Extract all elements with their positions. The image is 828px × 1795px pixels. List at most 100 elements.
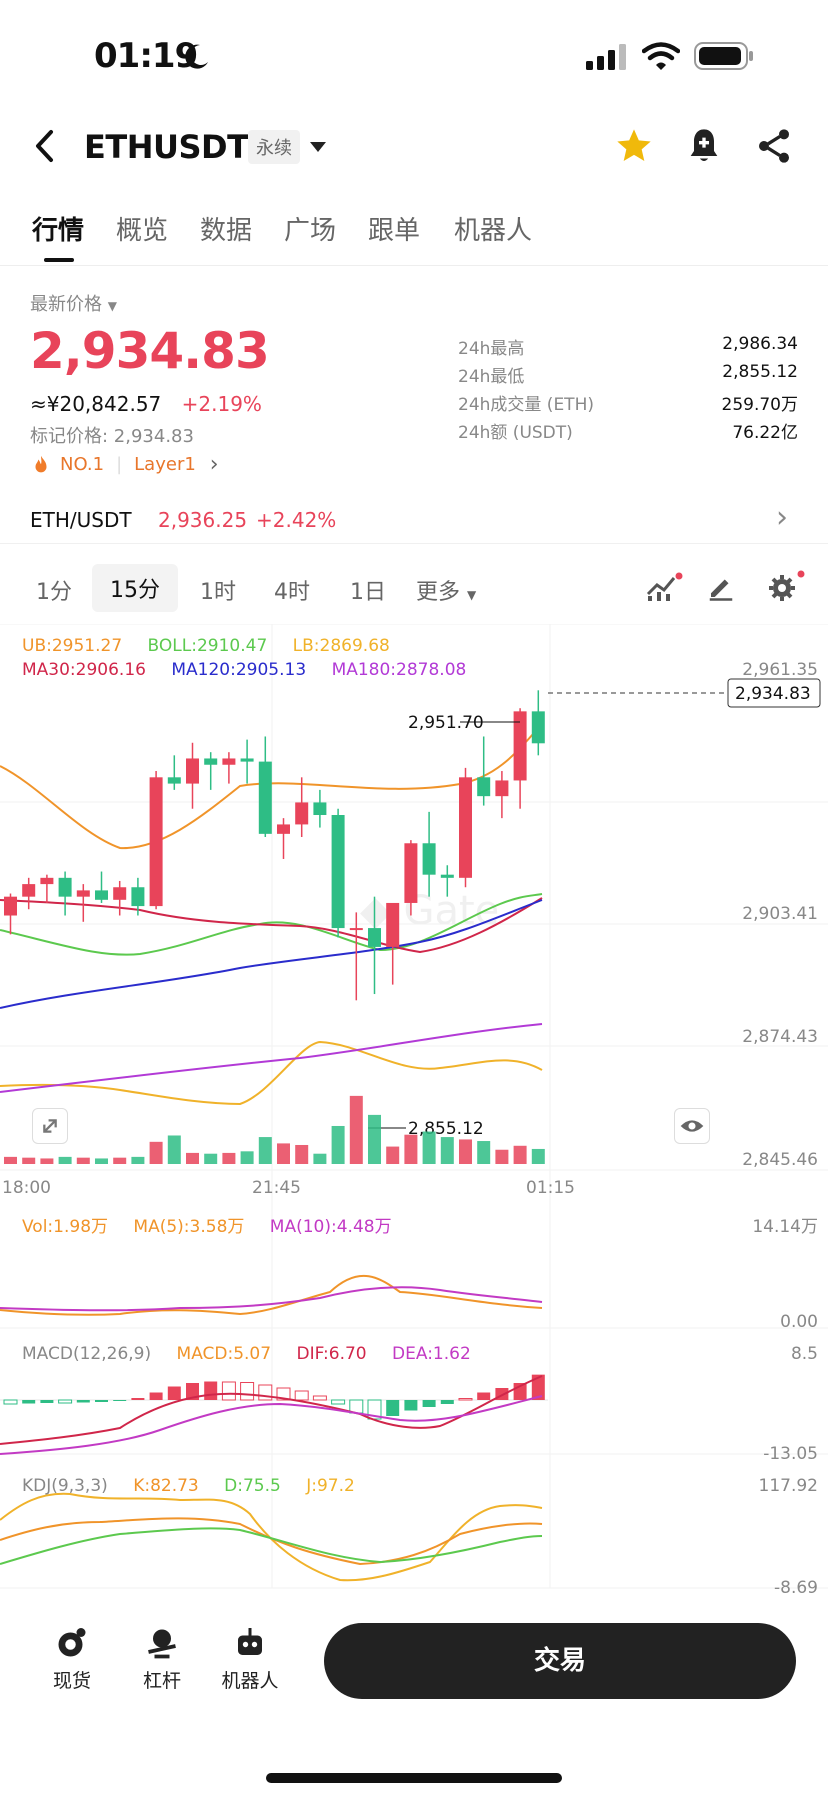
boll-mid-line — [0, 893, 543, 956]
tab-data[interactable]: 数据 — [200, 216, 253, 246]
candle-body — [258, 761, 272, 834]
candle-body — [531, 711, 545, 744]
candle-body — [440, 874, 454, 878]
candles — [4, 690, 545, 1001]
tab-copy-trading[interactable]: 跟单 — [368, 216, 421, 246]
nav-bots-label: 机器人 — [221, 1670, 279, 1692]
category-tag: Layer1 — [134, 454, 196, 475]
symbol-title[interactable]: ETHUSDT — [84, 128, 249, 166]
nav-bots[interactable]: 机器人 — [210, 1625, 290, 1693]
tab-market[interactable]: 行情 — [32, 216, 85, 246]
vol-ma5-line — [0, 1274, 543, 1316]
nav-spot[interactable]: 现货 — [32, 1625, 112, 1693]
fullscreen-button[interactable] — [32, 1108, 68, 1144]
visibility-toggle-button[interactable] — [674, 1108, 710, 1144]
candle-body — [368, 928, 381, 947]
interval-1h[interactable]: 1时 — [200, 580, 236, 605]
volume-bar — [186, 1152, 199, 1164]
kdj-legend: KDJ(9,3,3) K:82.73 D:75.5 J:97.2 — [22, 1476, 355, 1496]
volume-bars — [4, 1095, 545, 1164]
back-icon[interactable] — [26, 126, 66, 166]
rank-row[interactable]: NO.1 | Layer1 › — [30, 452, 219, 477]
interval-1d[interactable]: 1日 — [350, 580, 386, 605]
margin-icon — [148, 1629, 176, 1659]
candle-body — [95, 890, 108, 900]
vol-axis-label: 14.14万 — [752, 1217, 818, 1237]
kdj-axis-label: -8.69 — [774, 1578, 818, 1598]
macd-bar — [204, 1381, 218, 1400]
settings-gear-icon[interactable] — [766, 570, 806, 604]
share-icon[interactable] — [754, 126, 794, 166]
price-axis-label: 2,845.46 — [742, 1150, 818, 1170]
star-icon[interactable] — [614, 126, 654, 166]
macd-axis-label: -13.05 — [763, 1444, 818, 1464]
flame-icon — [35, 455, 47, 472]
volume-bar — [131, 1156, 145, 1164]
candle-body — [459, 777, 472, 878]
volume-bar — [222, 1152, 236, 1164]
macd-bar — [186, 1383, 199, 1400]
high-marker-label: 2,951.70 — [408, 713, 484, 733]
interval-15m[interactable]: 15分 — [92, 564, 178, 612]
candle-body — [58, 877, 72, 897]
trade-button[interactable]: 交易 — [324, 1623, 796, 1699]
macd-bar — [331, 1399, 346, 1405]
time-axis-label: 01:15 — [526, 1178, 575, 1198]
candle-body — [222, 758, 236, 765]
candle-body — [113, 887, 127, 900]
macd-bar — [440, 1400, 454, 1404]
macd-bar — [531, 1374, 545, 1400]
symbol-dropdown-icon[interactable] — [310, 142, 326, 152]
macd-bar — [95, 1400, 108, 1402]
macd-dea-line — [0, 1395, 543, 1455]
candle-body — [149, 777, 163, 907]
main-tabs: 行情 概览 数据 广场 跟单 机器人 — [0, 200, 828, 266]
tab-overview[interactable]: 概览 — [116, 216, 169, 246]
chevron-right-icon: › — [209, 452, 219, 477]
candle-body — [349, 928, 363, 931]
macd-bar — [40, 1400, 54, 1403]
nav-margin[interactable]: 杠杆 — [122, 1625, 202, 1693]
interval-1m[interactable]: 1分 — [36, 580, 72, 605]
volume-bar — [331, 1125, 345, 1164]
vol-axis-label: 0.00 — [780, 1312, 818, 1332]
spot-pair-row[interactable]: ETH/USDT 2,936.25 +2.42% › — [0, 498, 828, 544]
interval-more[interactable]: 更多 ▼ — [416, 580, 477, 605]
interval-4h[interactable]: 4时 — [274, 580, 310, 605]
macd-bar — [221, 1381, 236, 1401]
time-axis-label: 21:45 — [252, 1178, 301, 1198]
macd-axis-label: 8.5 — [790, 1344, 818, 1364]
nav-margin-label: 杠杆 — [142, 1670, 181, 1692]
add-alert-icon[interactable] — [684, 126, 724, 166]
status-bar: 01:19 — [0, 0, 828, 110]
price-change: +2.19% — [181, 392, 262, 416]
macd-bar — [3, 1399, 18, 1405]
chevron-right-icon: › — [776, 500, 788, 535]
eye-icon — [680, 1120, 704, 1132]
macd-bar — [477, 1392, 491, 1400]
home-indicator — [266, 1773, 562, 1783]
volume-bar — [477, 1141, 491, 1164]
tab-bots[interactable]: 机器人 — [454, 216, 533, 246]
candle-body — [240, 758, 254, 762]
vol-ma10-line — [0, 1286, 543, 1312]
boll-legend: UB:2951.27 BOLL:2910.47 LB:2869.68 — [22, 636, 390, 656]
time-axis-label: 18:00 — [2, 1178, 51, 1198]
candle-body — [477, 777, 491, 797]
last-price-label[interactable]: 最新价格 ▼ — [30, 294, 117, 315]
spot-coin-icon — [58, 1628, 86, 1657]
tab-square[interactable]: 广场 — [284, 216, 337, 246]
stat-low: 24h最低 2,855.12 — [458, 362, 798, 387]
volume-bar — [295, 1144, 309, 1164]
volume-bar — [513, 1145, 527, 1164]
draw-pencil-icon[interactable] — [706, 572, 736, 602]
candle-body — [295, 802, 309, 825]
candle-body — [404, 843, 418, 903]
volume-bar — [368, 1114, 381, 1164]
chart-grid — [0, 624, 828, 1589]
kline-chart[interactable]: ◆ Gate 2,951.70 2,855.12 2,934.83 — [0, 624, 828, 1604]
indicator-icon[interactable] — [644, 572, 684, 602]
volume-bar — [149, 1141, 163, 1164]
macd-bar — [258, 1384, 273, 1401]
kdj-axis-label: 117.92 — [758, 1476, 818, 1496]
